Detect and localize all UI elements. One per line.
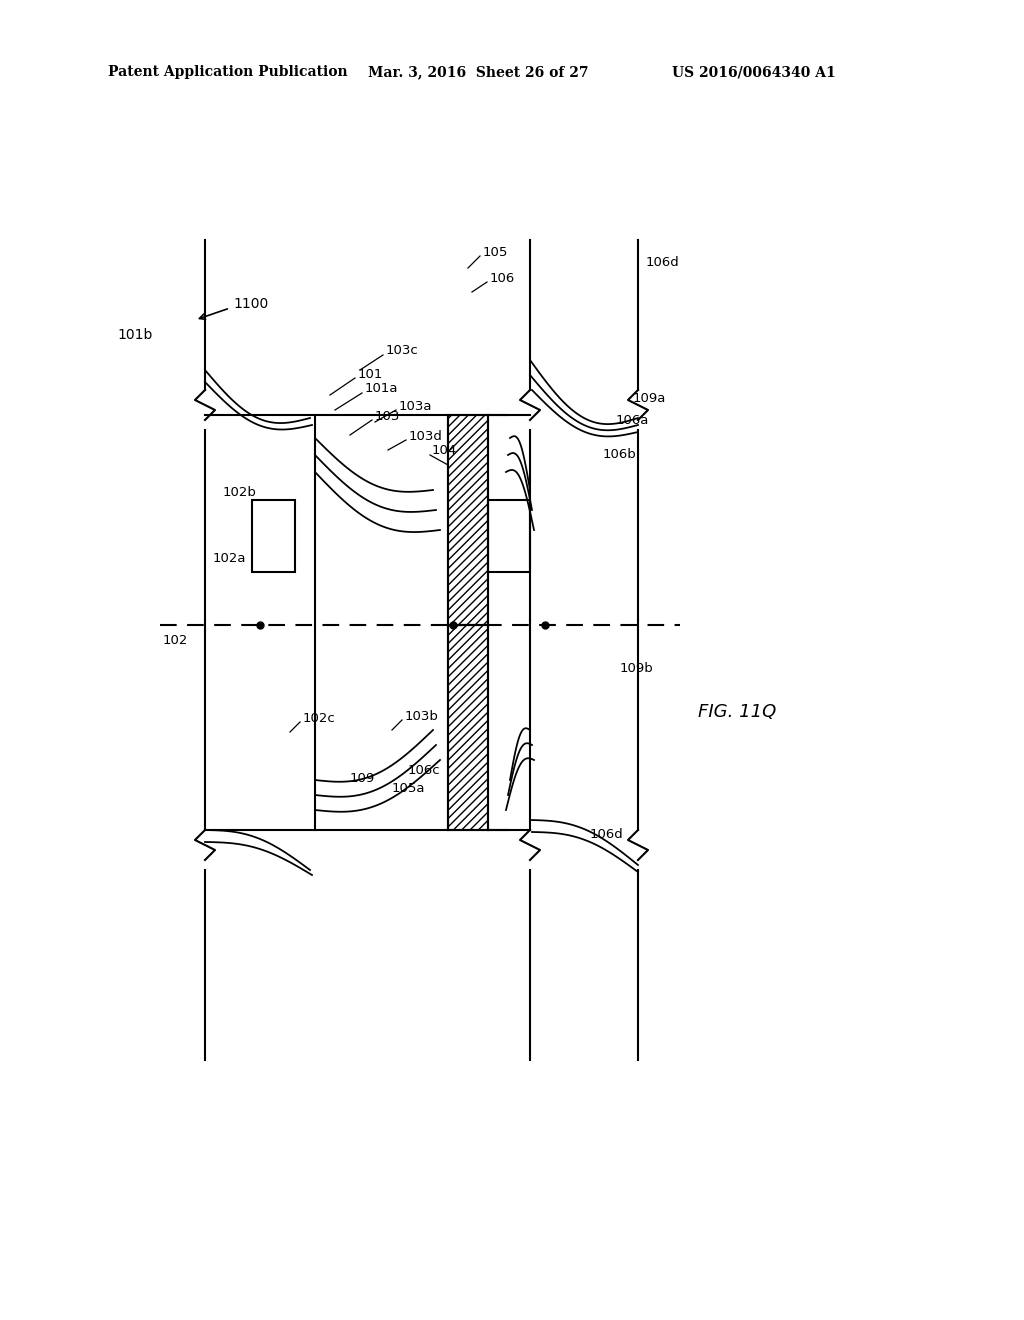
Text: 106c: 106c [408,763,440,776]
Text: Patent Application Publication: Patent Application Publication [108,65,347,79]
Text: 102b: 102b [223,486,257,499]
Text: 106: 106 [490,272,515,285]
Text: FIG. 11Q: FIG. 11Q [698,704,776,721]
Text: Mar. 3, 2016  Sheet 26 of 27: Mar. 3, 2016 Sheet 26 of 27 [368,65,589,79]
Text: 109b: 109b [620,661,653,675]
Text: 101: 101 [358,367,383,380]
Text: 101b: 101b [117,327,153,342]
Bar [449,624,488,830]
Text: 106d: 106d [590,829,624,842]
Text: 103b: 103b [406,710,439,722]
Text: 102: 102 [163,634,188,647]
Text: 103d: 103d [409,429,442,442]
Text: 109a: 109a [633,392,667,404]
Bar [449,414,488,624]
Text: 103a: 103a [399,400,432,412]
Text: 103: 103 [375,409,400,422]
Text: 104: 104 [432,445,458,458]
Text: 106a: 106a [616,413,649,426]
Text: 106b: 106b [603,449,637,462]
Text: 105: 105 [483,246,508,259]
Text: 109: 109 [350,771,375,784]
Text: 102c: 102c [303,711,336,725]
Text: 106d: 106d [646,256,680,268]
Bar [252,500,295,572]
Text: US 2016/0064340 A1: US 2016/0064340 A1 [672,65,836,79]
Text: 1100: 1100 [233,297,268,312]
Text: 105a: 105a [392,781,426,795]
Bar [488,500,530,572]
Text: 101a: 101a [365,383,398,396]
Text: 103c: 103c [386,345,419,358]
Text: 102a: 102a [213,552,247,565]
